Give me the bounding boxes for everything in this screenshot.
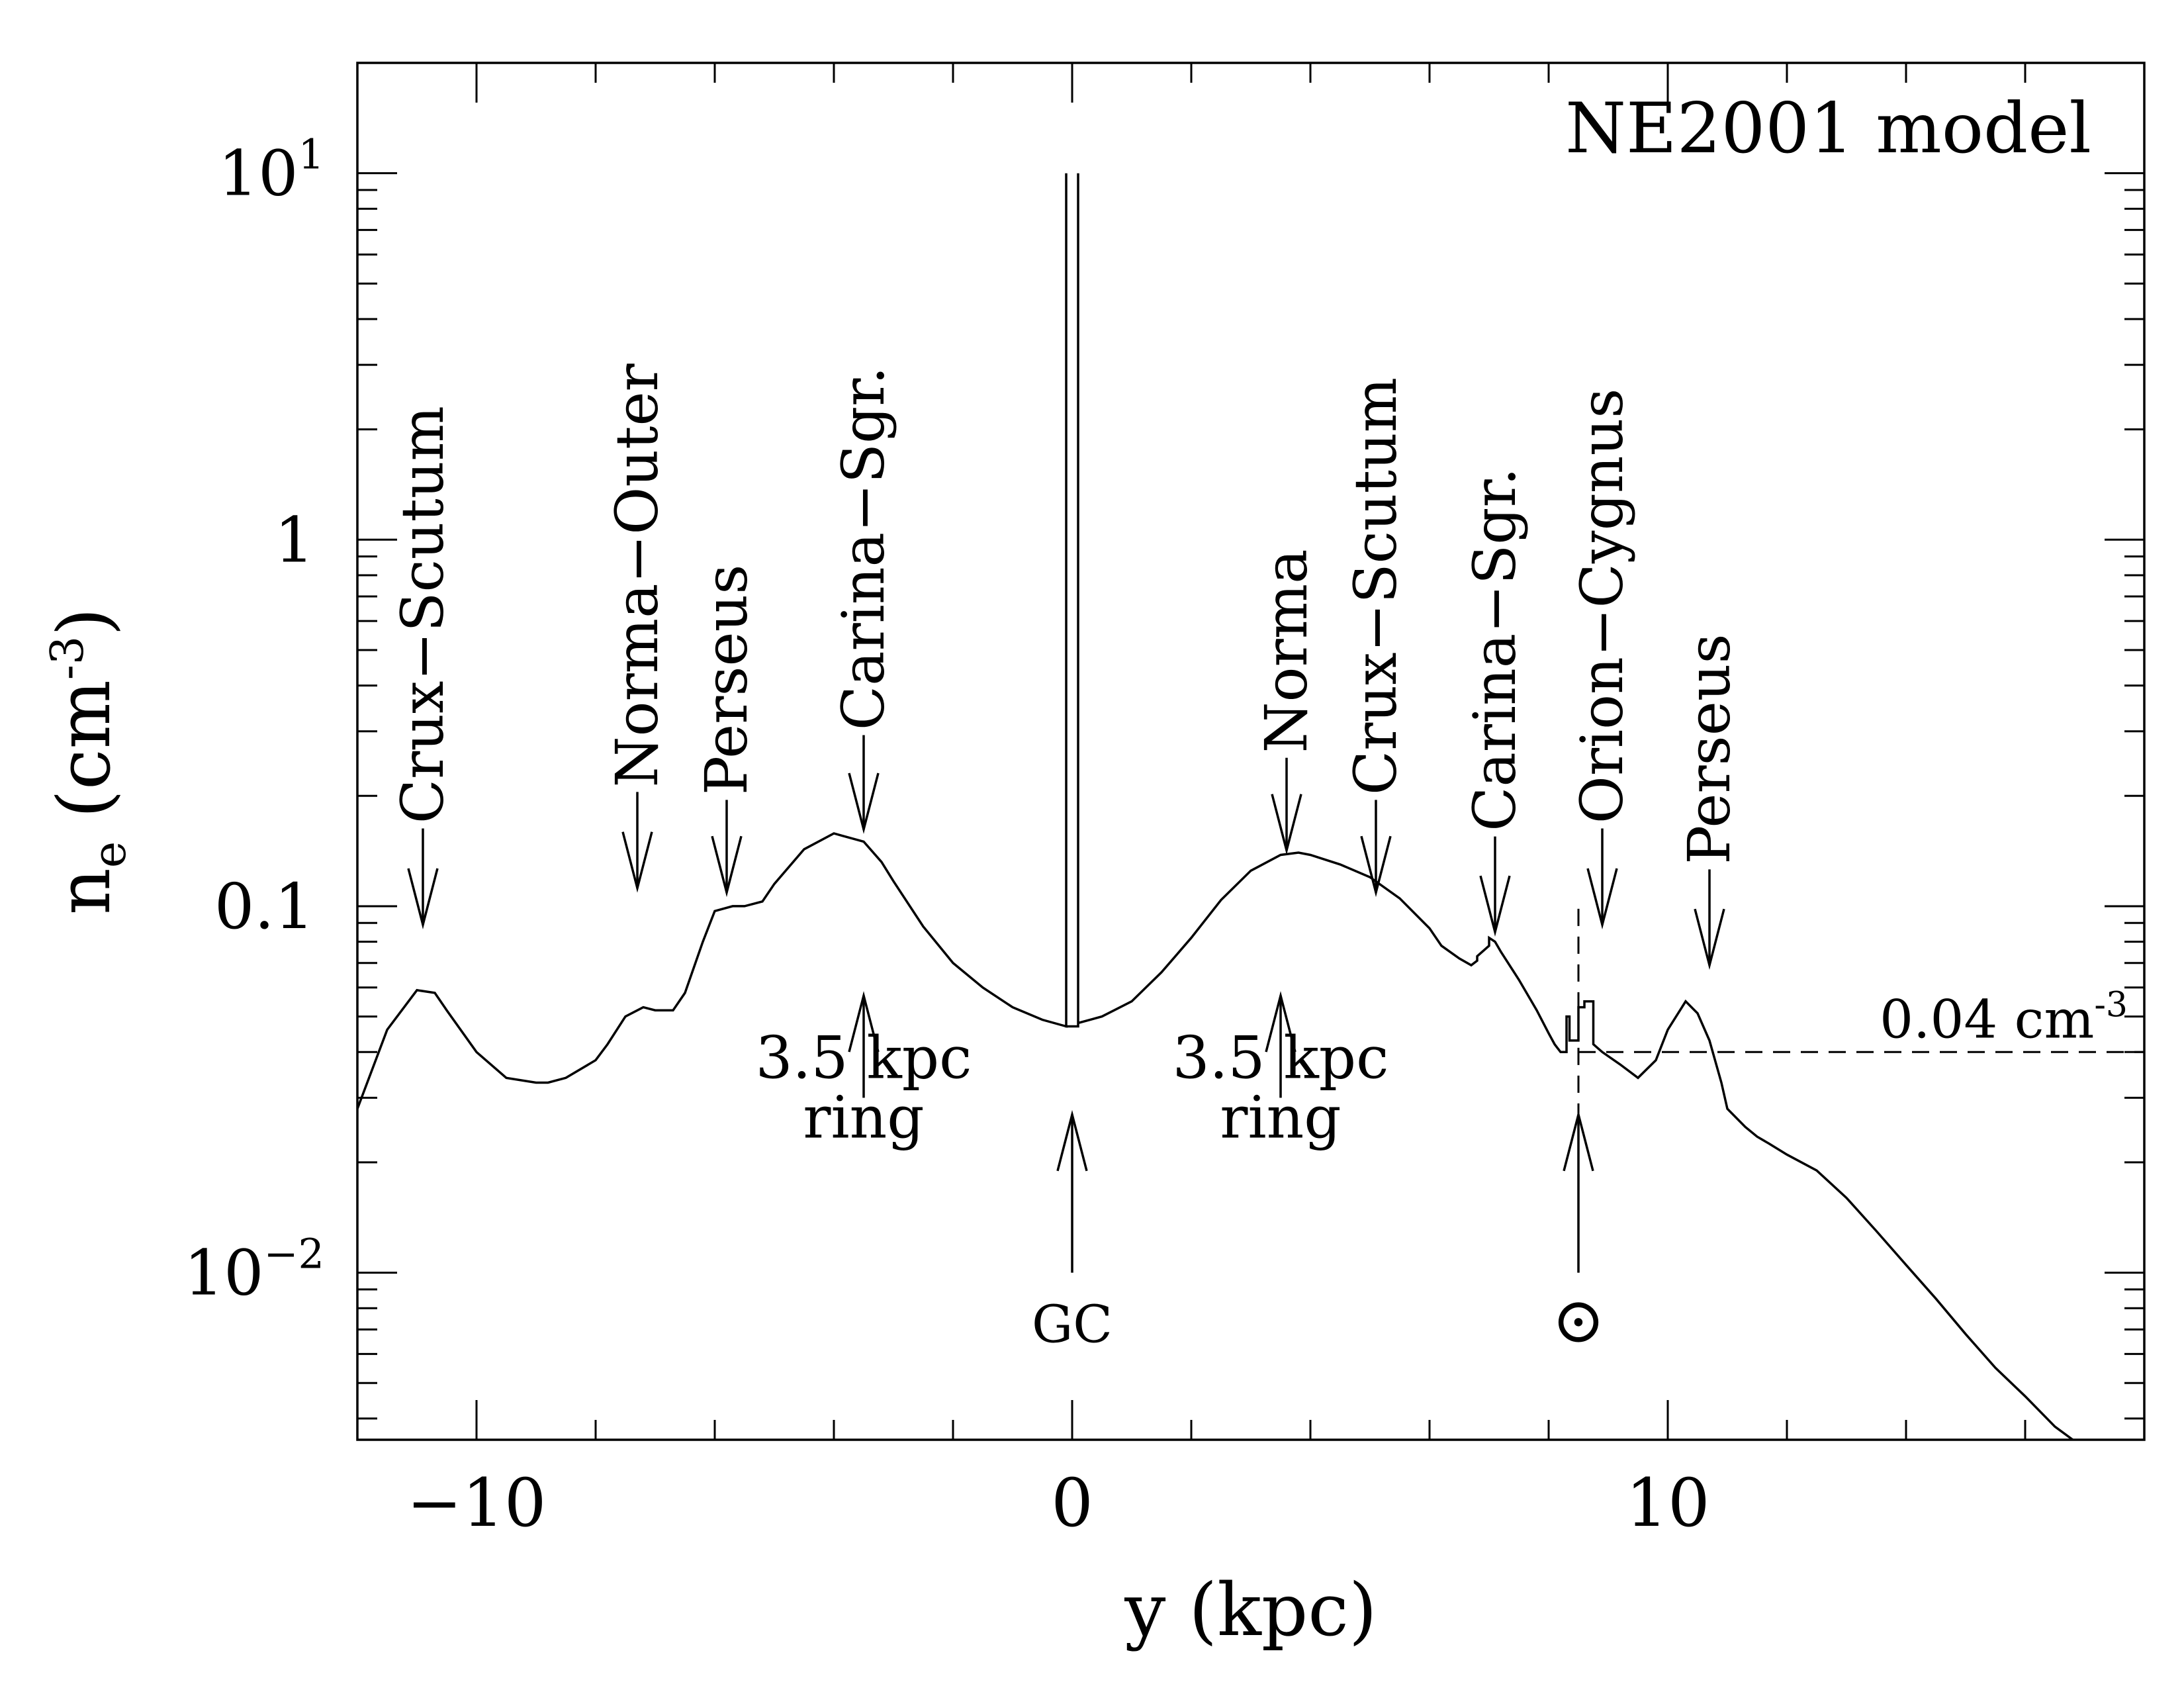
- reference-line-label: 0.04 cm-3: [1880, 985, 2128, 1050]
- y-tick-label-base: 10: [184, 1237, 264, 1310]
- ring-label: 3.5 kpc: [1173, 1023, 1389, 1092]
- ring-label: 3.5 kpc: [756, 1023, 972, 1092]
- spiral-arm-arrow-head: [1694, 908, 1725, 970]
- reference-line-value: 0.04 cm: [1880, 988, 2094, 1050]
- spiral-arm-label: Perseus: [1675, 633, 1743, 864]
- spiral-arm-arrow-head: [1271, 794, 1302, 855]
- y-tick-label: 101: [218, 130, 324, 211]
- plot-area: [356, 62, 2146, 1441]
- y-tick-label: 10−2: [184, 1230, 324, 1310]
- bottom-arrow-head: [1056, 1109, 1088, 1172]
- spiral-arm-arrow-head: [848, 773, 880, 834]
- spiral-arm-label: Norma: [1252, 549, 1320, 753]
- ring-label: ring: [803, 1083, 924, 1151]
- spiral-arm-arrow-head: [1479, 875, 1511, 937]
- series-line: [356, 173, 2074, 1441]
- spiral-arm-label: Carina−Sgr.: [829, 366, 897, 730]
- spiral-arm-label: Crux−Scutum: [388, 406, 457, 823]
- reference-line-exp: -3: [2094, 985, 2128, 1025]
- y-axis-label-ylabel-main: n: [42, 868, 126, 915]
- x-tick-label: −10: [406, 1464, 546, 1542]
- spiral-arm-arrow-head: [711, 835, 743, 898]
- galactic-center-label: GC: [1032, 1295, 1113, 1355]
- spiral-arm-arrow-head: [621, 831, 653, 893]
- annotations-layer: 0.04 cm-3 Crux−Scutum Norma−Outer Perseus Ca…: [388, 363, 2144, 1358]
- y-axis-label-ylabel-units-exp: -3: [42, 636, 94, 680]
- ring-label: ring: [1220, 1083, 1341, 1151]
- y-tick-label-exp: 1: [298, 130, 324, 179]
- spiral-arm-label: Orion−Cygnus: [1568, 389, 1636, 824]
- y-tick-label-exp: −2: [264, 1230, 324, 1278]
- y-tick-label: 0.1: [214, 870, 314, 943]
- spiral-arm-label: Carina−Sgr.: [1461, 467, 1529, 831]
- y-tick-label: 1: [275, 504, 314, 577]
- spiral-arm-arrow-head: [1360, 835, 1392, 898]
- y-axis-label-ylabel-units: (cm: [42, 680, 126, 818]
- sun-symbol: ⊙: [1552, 1284, 1605, 1358]
- x-axis-label: y (kpc): [1124, 1568, 1377, 1652]
- y-axis-label: ne (cm-3): [42, 608, 142, 915]
- series-layer: [356, 173, 2074, 1441]
- spiral-arm-label: Norma−Outer: [603, 363, 671, 787]
- chart-title: NE2001 model: [1565, 88, 2091, 169]
- y-tick-label-base: 10: [218, 138, 298, 211]
- y-axis-label-space: [58, 818, 142, 841]
- spiral-arm-label: Perseus: [692, 565, 760, 795]
- bottom-arrow-head: [1563, 1109, 1594, 1172]
- x-tick-label: 0: [1051, 1464, 1093, 1542]
- x-tick-label: 10: [1625, 1464, 1709, 1542]
- spiral-arm-arrow-head: [1586, 868, 1618, 929]
- bottom-arrow-head: [1265, 991, 1297, 1053]
- bottom-arrow-head: [848, 991, 880, 1053]
- y-axis-label-ylabel-units-close: ): [42, 608, 126, 636]
- labels-layer: NE2001 model y (kpc) ne (cm-3): [42, 88, 2091, 1652]
- spiral-arm-arrow-head: [407, 868, 439, 929]
- spiral-arm-label: Crux−Scutum: [1342, 377, 1410, 795]
- plot-frame: [356, 62, 2146, 1441]
- y-axis-label-ylabel-sub: e: [84, 841, 136, 868]
